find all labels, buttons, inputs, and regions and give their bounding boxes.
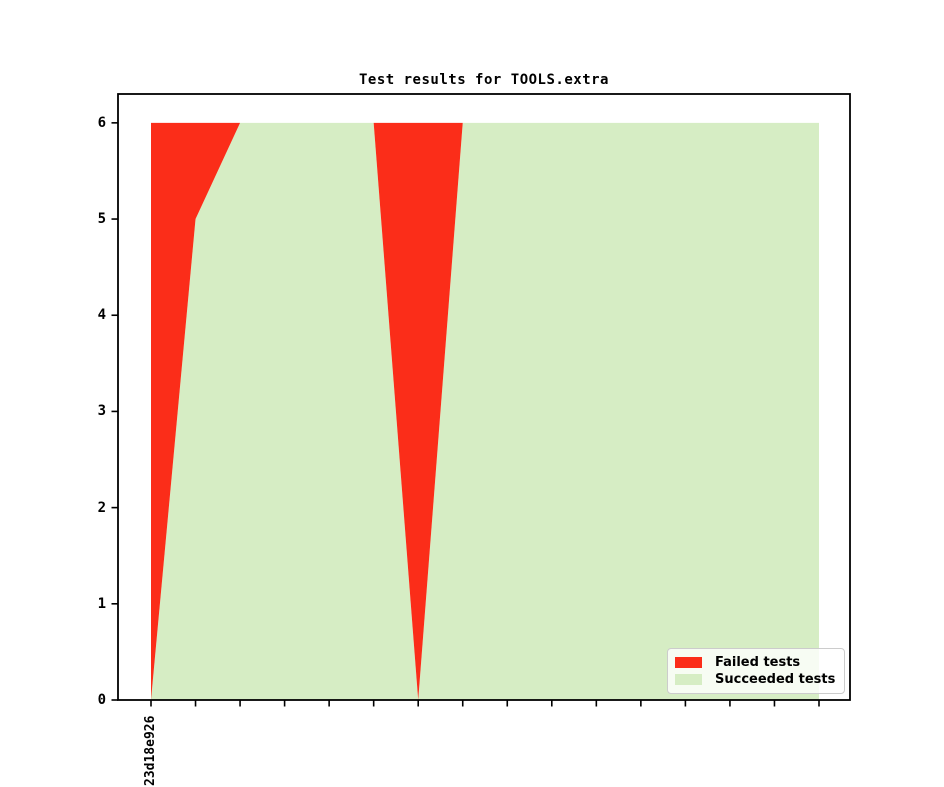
legend-label-succeeded: Succeeded tests bbox=[715, 672, 836, 688]
legend-entry-succeeded: Succeeded tests bbox=[675, 672, 837, 687]
y-tick-label: 6 bbox=[97, 115, 106, 131]
axes-border bbox=[117, 93, 851, 701]
legend-label-failed: Failed tests bbox=[715, 654, 801, 670]
x-tick-label-commit: 23d18e926 bbox=[143, 715, 158, 786]
area-succeeded-tests bbox=[151, 122, 819, 701]
legend: Failed tests Succeeded tests bbox=[667, 648, 845, 694]
legend-entry-failed: Failed tests bbox=[675, 655, 837, 670]
y-tick-label: 0 bbox=[97, 692, 106, 708]
y-tick-label: 5 bbox=[97, 211, 106, 227]
y-tick-label: 3 bbox=[97, 403, 106, 419]
chart-title: Test results for TOOLS.extra bbox=[358, 72, 609, 88]
succeeded-swatch-icon bbox=[675, 674, 702, 686]
y-tick-label: 2 bbox=[97, 500, 106, 516]
failed-swatch-icon bbox=[675, 656, 702, 668]
y-tick-label: 4 bbox=[97, 307, 106, 323]
y-tick-label: 1 bbox=[97, 596, 106, 612]
